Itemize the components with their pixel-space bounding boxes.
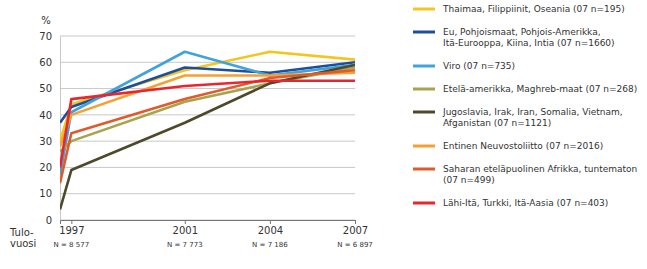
grid bbox=[60, 36, 355, 220]
legend-swatch bbox=[413, 145, 435, 148]
x-axis-title: Tulo- bbox=[9, 227, 34, 238]
chart: 0 10 20 30 40 50 60 70 1997 2001 2004 2007 N = 8 577… bbox=[0, 0, 647, 269]
y-tick: 50 bbox=[39, 83, 60, 94]
grid-line bbox=[60, 167, 355, 168]
x-tick-mark bbox=[270, 220, 271, 224]
x-tick-label: 1997 bbox=[59, 225, 84, 236]
legend-swatch bbox=[413, 168, 435, 171]
y-tick: 30 bbox=[39, 136, 60, 147]
legend-swatch bbox=[413, 31, 435, 34]
x-sublabel: N = 7 773 bbox=[167, 241, 203, 249]
y-tick-label: 20 bbox=[39, 162, 52, 173]
y-tick: 0 bbox=[46, 215, 60, 226]
grid-line bbox=[60, 114, 355, 115]
y-axis: 0 10 20 30 40 50 60 70 bbox=[39, 31, 60, 226]
y-tick-label: 0 bbox=[46, 215, 52, 226]
y-tick-label: 40 bbox=[39, 110, 52, 121]
x-sublabel: N = 8 577 bbox=[54, 241, 90, 249]
x-tick: 2001 bbox=[173, 220, 198, 236]
legend-swatch bbox=[413, 88, 435, 91]
legend-label: Thaimaa, Filippiinit, Oseania (07 n=195) bbox=[442, 4, 625, 14]
grid-line bbox=[60, 141, 355, 142]
lines bbox=[60, 52, 355, 210]
y-tick: 70 bbox=[39, 31, 60, 42]
legend-swatch bbox=[413, 65, 435, 68]
legend-label: Entinen Neuvostoliitto (07 n=2016) bbox=[443, 141, 603, 151]
x-tick: 2007 bbox=[343, 220, 368, 236]
y-tick: 10 bbox=[39, 188, 60, 199]
legend-swatch bbox=[413, 202, 435, 205]
x-tick-label: 2004 bbox=[258, 225, 283, 236]
legend-label: Etelä-amerikka, Maghreb-maat (07 n=268) bbox=[443, 84, 637, 94]
x-tick: 2004 bbox=[258, 220, 283, 236]
grid-line bbox=[60, 88, 355, 89]
y-axis-line bbox=[60, 37, 61, 221]
y-tick-label: 30 bbox=[39, 136, 52, 147]
x-tick: 1997 bbox=[59, 220, 84, 236]
x-tick-mark bbox=[355, 220, 356, 224]
y-tick-label: 70 bbox=[39, 31, 52, 42]
series-line bbox=[60, 81, 355, 168]
legend-label: Eu, Pohjoismaat, Pohjois-Amerikka,Itä-Eu… bbox=[443, 27, 615, 48]
x-tick-label: 2001 bbox=[173, 225, 198, 236]
legend-label: Jugoslavia, Irak, Iran, Somalia, Vietnam… bbox=[442, 107, 623, 128]
grid-line bbox=[60, 36, 355, 37]
x-tick-label: 2007 bbox=[343, 225, 368, 236]
legend-label: Saharan eteläpuolinen Afrikka, tuntemato… bbox=[443, 164, 637, 185]
legend: Thaimaa, Filippiinit, Oseania (07 n=195)… bbox=[413, 4, 637, 208]
y-tick: 20 bbox=[39, 162, 60, 173]
x-sublabel: N = 6 897 bbox=[337, 241, 373, 249]
grid-line bbox=[60, 193, 355, 194]
y-tick-label: 50 bbox=[39, 83, 52, 94]
x-tick-mark bbox=[71, 220, 72, 224]
y-tick: 40 bbox=[39, 110, 60, 121]
x-tick-mark bbox=[185, 220, 186, 224]
grid-line bbox=[60, 62, 355, 63]
legend-swatch bbox=[413, 111, 435, 114]
legend-label: Viro (07 n=735) bbox=[443, 61, 515, 71]
y-axis-title: % bbox=[41, 15, 51, 26]
x-axis-title: vuosi bbox=[10, 238, 36, 249]
x-axis-line bbox=[61, 221, 356, 225]
y-tick-label: 60 bbox=[39, 57, 52, 68]
y-tick: 60 bbox=[39, 57, 60, 68]
x-sublabel: N = 7 186 bbox=[252, 241, 288, 249]
legend-swatch bbox=[413, 8, 435, 11]
series-line bbox=[60, 70, 355, 183]
y-tick-label: 10 bbox=[39, 188, 52, 199]
x-axis: 1997 2001 2004 2007 bbox=[59, 220, 368, 236]
series-line bbox=[60, 65, 355, 210]
legend-label: Lähi-Itä, Turkki, Itä-Aasia (07 n=403) bbox=[443, 198, 608, 208]
